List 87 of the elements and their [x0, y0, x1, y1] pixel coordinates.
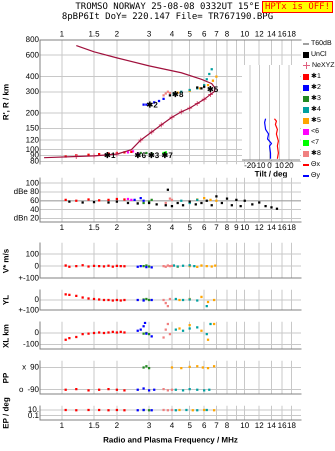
x-tick-label: 10 — [240, 29, 250, 38]
x-tick-label: 14 — [267, 29, 276, 38]
y-tick-label: 0.1 — [28, 410, 40, 420]
y-axis-title: R', R / km — [2, 84, 10, 120]
y-tick-label: 120 — [26, 135, 40, 144]
x-tick-label: 5 — [187, 421, 192, 430]
text: HPTx is OFF! — [262, 1, 333, 13]
chart-subtitle: 8pBP6It DoY= 220.147 File= TR767190.BPG — [60, 12, 274, 22]
y-tick-label: 150 — [26, 124, 40, 133]
y-axis-title: PP — [2, 372, 10, 383]
y-tick-label: -90 — [27, 384, 40, 394]
annotation: ✱2 — [146, 100, 158, 110]
x-tick-label: 6 — [202, 421, 207, 430]
x-tick-label: 10 — [240, 223, 250, 232]
annotation: ✱6 — [134, 151, 147, 160]
text: o — [18, 384, 24, 394]
x-tick-label: 4 — [170, 421, 175, 430]
x-tick-label: 1 — [60, 223, 65, 232]
x-tick-label: 18 — [286, 421, 296, 430]
y-tick-label: +-100 — [18, 273, 40, 282]
y-tick-label: 200 — [26, 108, 40, 118]
x-tick-label: 10 — [240, 421, 250, 430]
x-tick-label: 8 — [224, 421, 230, 430]
x-tick-label: 8 — [224, 223, 230, 232]
y-axis-title: XL km — [2, 324, 10, 348]
x-tick-label: 2 — [114, 223, 120, 232]
x-tick-label: 3 — [146, 29, 152, 38]
x-tick-label: 1.5 — [88, 421, 100, 430]
y-axis-title: EP / deg — [2, 397, 10, 429]
x-tick-label: 5 — [187, 29, 192, 38]
x-tick-label: 18 — [286, 223, 296, 232]
x-tick-label: 14 — [267, 223, 276, 232]
text: x — [22, 362, 26, 372]
x-tick-label: 12 — [254, 421, 264, 430]
x-tick-label: 2 — [114, 29, 120, 38]
x-tick-label: 8 — [224, 29, 230, 38]
y-axis-title: V* m/s — [2, 248, 10, 273]
x-tick-label: 0 — [267, 161, 272, 170]
y-tick-label: dBn 20 — [14, 214, 40, 223]
x-tick-label: 7 — [214, 421, 220, 430]
y-tick-label: 300 — [26, 86, 40, 96]
x-tick-label: 9 — [234, 223, 240, 232]
y-tick-label: 600 — [26, 50, 40, 60]
x-tick-label: 14 — [267, 421, 276, 430]
annotation: ✱3 — [148, 151, 160, 160]
y-tick-label: 90 — [30, 362, 40, 372]
y-tick-label: 0 — [34, 295, 40, 304]
x-tick-label: 3 — [146, 223, 152, 232]
x-tick-label: 10 — [274, 161, 284, 170]
x-tick-label: 1.5 — [88, 223, 100, 232]
x-tick-label: 12 — [254, 223, 264, 232]
y-tick-label: 80 — [30, 156, 40, 166]
x-tick-label: 6 — [202, 223, 207, 232]
x-axis-title: Radio and Plasma Frequency / MHz — [103, 435, 238, 444]
x-tick-label: 4 — [170, 223, 175, 232]
x-tick-label: 12 — [254, 29, 264, 38]
x-tick-label: 18 — [286, 29, 296, 38]
y-tick-label: dBe 80 — [14, 187, 40, 196]
y-tick-label: 60 — [30, 196, 40, 205]
chart-title: TROMSO NORWAY 25-08-08 0332UT 15°E — [75, 2, 260, 12]
annotation: ✱7 — [161, 151, 174, 160]
y-tick-label: 100 — [26, 178, 40, 188]
x-tick-label: 4 — [170, 29, 175, 38]
x-tick-label: 20 — [284, 161, 294, 170]
y-tick-label: 800 — [26, 35, 40, 44]
x-tick-label: 1 — [60, 421, 65, 430]
x-tick-label: 2 — [114, 421, 120, 430]
x-axis-title: Tilt / deg — [254, 169, 288, 178]
x-tick-label: 5 — [187, 223, 192, 232]
y-tick-label: -100 — [22, 339, 40, 348]
y-tick-label: 0 — [34, 328, 40, 338]
x-tick-label: 16 — [278, 421, 288, 430]
x-tick-label: 7 — [214, 223, 220, 232]
x-tick-label: 16 — [278, 29, 288, 38]
x-tick-label: 6 — [202, 29, 207, 38]
y-tick-label: 40 — [30, 204, 40, 214]
x-tick-label: 7 — [214, 29, 220, 38]
x-tick-label: 1 — [60, 29, 65, 38]
annotation: ✱8 — [172, 90, 184, 100]
y-tick-label: 0 — [34, 261, 40, 270]
y-tick-label: 400 — [26, 72, 40, 81]
x-tick-label: 3 — [146, 421, 152, 430]
x-tick-label: 1.5 — [88, 29, 100, 38]
y-tick-label: +-100 — [18, 305, 40, 314]
x-tick-label: 16 — [278, 223, 288, 232]
y-tick-label: 100 — [26, 249, 40, 258]
y-axis-title: YL — [2, 294, 10, 306]
